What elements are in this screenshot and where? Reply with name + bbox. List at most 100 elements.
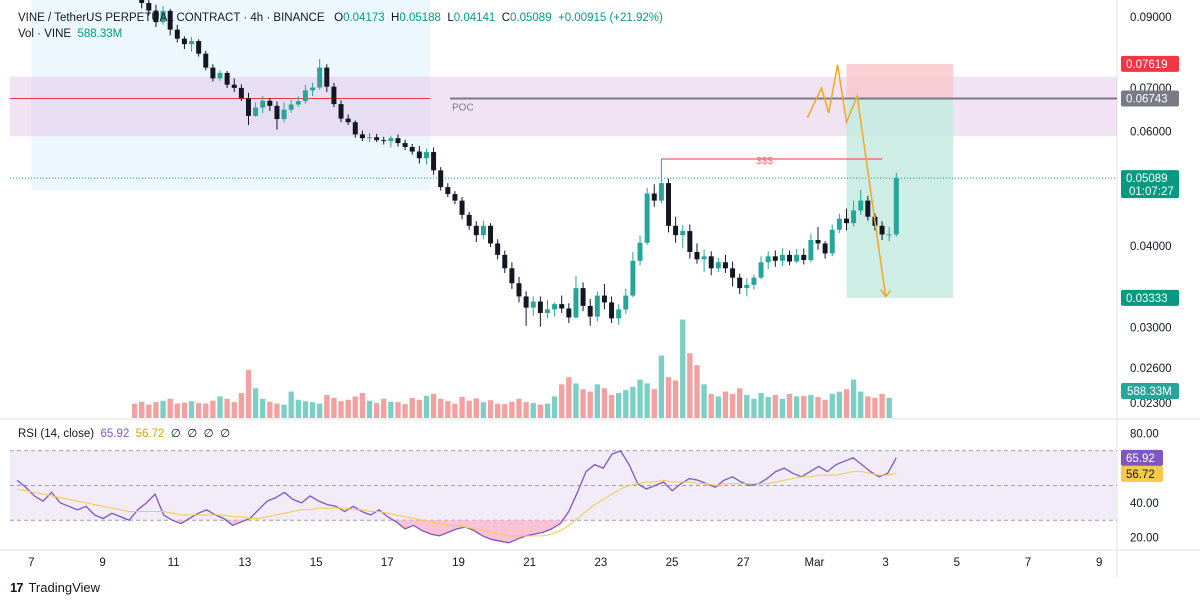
rsi-oversold-fill — [413, 520, 423, 531]
volume-bar — [587, 391, 593, 418]
candle-body — [495, 243, 501, 255]
time-tick-label: 13 — [239, 557, 252, 569]
liquidity-label: $$$ — [756, 156, 773, 167]
rsi-label: RSI (14, close) — [18, 428, 95, 440]
candle-body — [530, 301, 536, 308]
time-tick-label: 25 — [666, 557, 679, 569]
price-tick-label: 0.09000 — [1130, 12, 1172, 24]
volume-bar — [480, 402, 487, 418]
candle-body — [701, 256, 707, 260]
time-tick-label: 23 — [594, 557, 607, 569]
volume-bar — [793, 396, 800, 418]
candle-body — [537, 301, 543, 313]
volume-bar — [822, 399, 828, 418]
candle-body — [488, 225, 494, 244]
volume-bar — [423, 395, 430, 418]
candle-body — [879, 225, 885, 235]
volume-bar — [231, 402, 237, 418]
open-value: 0.04173 — [343, 12, 385, 24]
candle-body — [245, 98, 251, 116]
rsi-ma-line — [17, 471, 897, 537]
tradingview-logo-icon: 17 — [10, 580, 24, 595]
volume-bar — [409, 397, 415, 418]
candle-body — [324, 67, 330, 87]
volume-bar — [388, 401, 394, 418]
candle-body — [694, 251, 700, 260]
rsi-tick-label: 80.00 — [1130, 428, 1159, 440]
volume-bar — [153, 402, 159, 418]
volume-bar — [452, 403, 458, 418]
volume-bar — [473, 398, 479, 418]
candle-body — [744, 284, 750, 289]
candle-body — [523, 296, 529, 308]
candle-body — [345, 118, 351, 123]
candle-body — [438, 170, 444, 188]
candle-body — [502, 254, 508, 269]
candle-body — [431, 152, 437, 171]
price-badge-label: 0.07619 — [1126, 59, 1168, 71]
volume-bar — [872, 397, 878, 418]
volume-badge — [1121, 383, 1179, 399]
volume-bar — [858, 391, 864, 418]
volume-bar — [381, 398, 387, 418]
rsi-extra-3: ∅ — [203, 428, 214, 440]
rsi-oversold-fill — [508, 520, 518, 543]
price-tick-label: 0.04000 — [1130, 241, 1172, 253]
volume-bar — [139, 401, 145, 418]
volume-bar — [722, 391, 729, 418]
symbol-title: VINE / TetherUS PERPETUAL CONTRACT · 4h … — [18, 12, 325, 24]
candle-body — [445, 187, 451, 195]
volume-bar — [181, 402, 188, 418]
time-tick-label: Mar — [805, 557, 825, 569]
price-badge — [1121, 55, 1179, 72]
candle-body — [196, 41, 202, 54]
tradingview-brand[interactable]: 17 TradingView — [10, 580, 100, 595]
candle-body — [473, 225, 479, 236]
candle-body — [160, 10, 166, 23]
time-tick-label: 9 — [99, 557, 105, 569]
volume-bar — [260, 398, 266, 418]
volume-bar — [758, 393, 764, 418]
candle-body — [395, 138, 401, 144]
candle-body — [402, 143, 408, 148]
volume-bar — [672, 380, 679, 418]
candle-body — [680, 231, 686, 236]
volume-bar — [680, 319, 686, 418]
volume-bar — [160, 400, 166, 418]
rsi-oversold-fill — [422, 520, 431, 535]
candle-body — [359, 134, 365, 139]
candle-body — [644, 193, 650, 243]
volume-bar — [687, 353, 693, 418]
volume-bar — [808, 394, 814, 418]
candle-body — [552, 304, 558, 310]
candle-body — [737, 277, 743, 289]
volume-bar — [352, 396, 358, 418]
candle-body — [331, 86, 337, 105]
price-badge — [1121, 90, 1179, 107]
volume-bar — [637, 379, 643, 418]
candle-body — [630, 260, 636, 296]
candle-body — [594, 295, 600, 317]
volume-bar — [245, 370, 252, 418]
tradingview-name: TradingView — [28, 580, 101, 595]
candle-body — [516, 283, 522, 297]
price-tick-label: 0.06000 — [1130, 127, 1172, 139]
candle-body — [238, 87, 244, 99]
symbol-legend: VINE / TetherUS PERPETUAL CONTRACT · 4h … — [18, 11, 663, 25]
low-value: 0.04141 — [453, 12, 496, 24]
candle-body — [544, 309, 550, 313]
volume-bar — [459, 396, 465, 418]
rsi-oversold-fill — [180, 520, 190, 524]
volume-bar — [502, 404, 508, 418]
volume-bar — [466, 400, 472, 418]
candle-body — [772, 256, 778, 261]
time-tick-label: 11 — [168, 557, 180, 569]
candle-body — [388, 138, 394, 142]
candle-body — [758, 262, 764, 278]
candle-body — [658, 183, 664, 201]
volume-bar — [580, 389, 586, 418]
volume-bar — [630, 386, 636, 418]
high-value: 0.05188 — [399, 12, 441, 24]
volume-bar — [843, 389, 850, 418]
